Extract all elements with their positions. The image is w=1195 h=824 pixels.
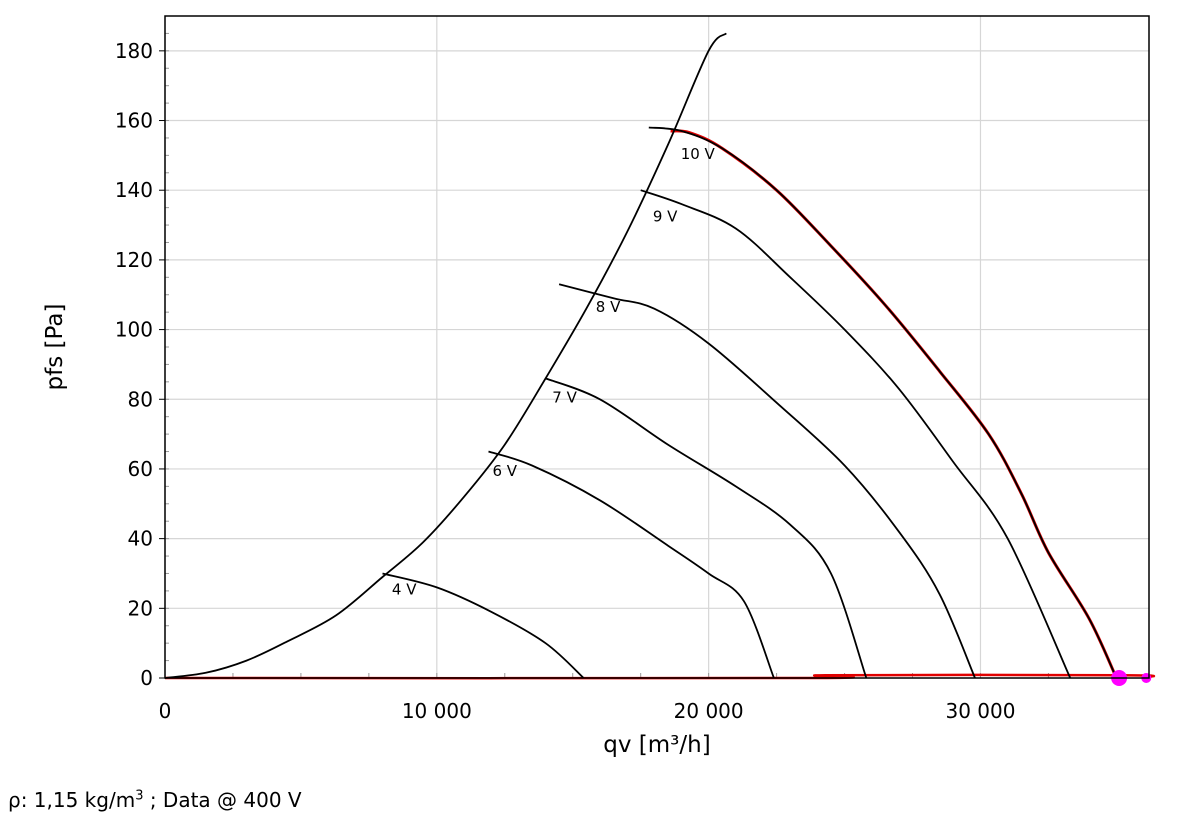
curve-label-8v: 8 V xyxy=(596,298,621,316)
y-tick-label: 20 xyxy=(128,596,153,620)
curve-8v xyxy=(558,283,976,679)
y-tick-label: 100 xyxy=(115,318,153,342)
curve-label-6v: 6 V xyxy=(492,462,517,480)
grid-lines xyxy=(164,16,1149,679)
curves xyxy=(164,32,1156,686)
curve-9v xyxy=(640,189,1072,679)
tick-labels: 0 10 000 20 000 30 000 0 20 40 60 80 100 120 140 160… xyxy=(115,39,1016,723)
curve-label-9v: 9 V xyxy=(653,208,678,226)
curve-6v xyxy=(488,450,775,679)
y-axis-label: pfs [Pa] xyxy=(42,304,68,391)
fan-curve-chart: 4 V6 V7 V8 V9 V10 V 0 10 000 20 000 30 0000… xyxy=(42,15,1156,758)
y-tick-label: 60 xyxy=(128,457,153,481)
curve-label-10v: 10 V xyxy=(681,145,716,163)
curve-10v xyxy=(648,126,1118,679)
y-tick-label: 140 xyxy=(115,178,153,202)
x-axis-label: qv [m³/h] xyxy=(603,732,710,758)
curve-label-7v: 7 V xyxy=(552,389,577,407)
footnote-prefix: ρ: 1,15 kg/m xyxy=(8,788,136,812)
y-tick-label: 180 xyxy=(115,39,153,63)
x-tick-label: 20 000 xyxy=(674,699,744,723)
y-tick-label: 160 xyxy=(115,109,153,133)
x-tick-label: 0 xyxy=(159,699,172,723)
curve-labels: 4 V 6 V 7 V 8 V 9 V 10 V xyxy=(392,145,716,599)
x-tick-label: 30 000 xyxy=(945,699,1015,723)
x-tick-label: 10 000 xyxy=(402,699,472,723)
y-tick-label: 120 xyxy=(115,248,153,272)
y-tick-label: 80 xyxy=(128,387,153,411)
curve-boundary xyxy=(164,32,727,679)
footnote: ρ: 1,15 kg/m3 ; Data @ 400 V xyxy=(8,788,302,812)
y-tick-label: 0 xyxy=(140,666,153,690)
minor-ticks xyxy=(164,15,1117,679)
plot-frame xyxy=(164,15,1150,679)
curve-label-4v: 4 V xyxy=(392,580,417,598)
y-tick-label: 40 xyxy=(128,527,153,551)
footnote-superscript: 3 xyxy=(135,788,144,804)
footnote-suffix: ; Data @ 400 V xyxy=(143,788,302,812)
operating-curve-highlight xyxy=(670,129,1118,679)
curve-4v xyxy=(382,572,585,679)
curve-7v xyxy=(545,377,868,679)
